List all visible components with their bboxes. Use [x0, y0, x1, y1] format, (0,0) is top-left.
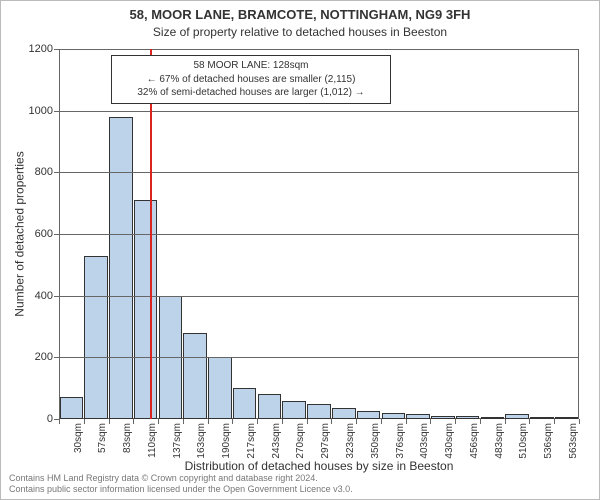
annotation-box: 58 MOOR LANE: 128sqm← 67% of detached ho…	[111, 55, 391, 104]
histogram-bar	[555, 417, 579, 419]
histogram-bar	[357, 411, 381, 419]
ytick-label: 200	[35, 351, 53, 363]
marker-line	[150, 49, 152, 419]
xtick-mark	[158, 419, 159, 424]
xtick-mark	[183, 419, 184, 424]
xtick-mark	[381, 419, 382, 424]
ytick-label: 600	[35, 228, 53, 240]
footer-line-1: Contains HM Land Registry data © Crown c…	[9, 473, 353, 484]
xtick-mark	[554, 419, 555, 424]
histogram-bar	[134, 200, 158, 419]
xtick-mark	[133, 419, 134, 424]
histogram-bar	[431, 416, 455, 419]
ytick-label: 1200	[29, 43, 53, 55]
y-axis-label-text: Number of detached properties	[13, 151, 27, 316]
histogram-bar	[233, 388, 257, 419]
histogram-bar	[307, 404, 331, 419]
xtick-mark	[455, 419, 456, 424]
histogram-bar	[481, 417, 505, 419]
xtick-mark	[505, 419, 506, 424]
xtick-label: 190sqm	[221, 423, 232, 459]
histogram-bar	[332, 408, 356, 419]
grid-line	[59, 234, 579, 235]
ytick-label: 1000	[29, 105, 53, 117]
xtick-label: 270sqm	[295, 423, 306, 459]
ytick-label: 0	[47, 413, 53, 425]
xtick-mark	[109, 419, 110, 424]
xtick-label: 376sqm	[395, 423, 406, 459]
xtick-mark	[84, 419, 85, 424]
grid-line	[59, 296, 579, 297]
xtick-label: 403sqm	[419, 423, 430, 459]
plot-area: 02004006008001000120030sqm57sqm83sqm110s…	[59, 49, 579, 419]
chart-container: 58, MOOR LANE, BRAMCOTE, NOTTINGHAM, NG9…	[0, 0, 600, 500]
xtick-mark	[480, 419, 481, 424]
x-axis-label: Distribution of detached houses by size …	[59, 459, 579, 473]
xtick-label: 137sqm	[172, 423, 183, 459]
title-subtitle: Size of property relative to detached ho…	[1, 25, 599, 39]
xtick-mark	[59, 419, 60, 424]
xtick-mark	[282, 419, 283, 424]
xtick-mark	[430, 419, 431, 424]
title-address: 58, MOOR LANE, BRAMCOTE, NOTTINGHAM, NG9…	[1, 7, 599, 22]
histogram-bar	[282, 401, 306, 420]
xtick-mark	[406, 419, 407, 424]
grid-line	[59, 111, 579, 112]
grid-line	[59, 357, 579, 358]
xtick-label: 350sqm	[370, 423, 381, 459]
histogram-bar	[60, 397, 84, 419]
ytick-mark	[54, 357, 59, 358]
xtick-label: 510sqm	[518, 423, 529, 459]
histogram-bar	[208, 357, 232, 419]
ytick-mark	[54, 234, 59, 235]
histogram-bar	[84, 256, 108, 419]
histogram-bar	[406, 414, 430, 419]
xtick-mark	[232, 419, 233, 424]
histogram-bar	[505, 414, 529, 419]
histogram-bar	[456, 416, 480, 419]
xtick-label: 297sqm	[320, 423, 331, 459]
annotation-line-2: ← 67% of detached houses are smaller (2,…	[118, 73, 384, 87]
xtick-label: 243sqm	[271, 423, 282, 459]
xtick-mark	[356, 419, 357, 424]
xtick-label: 483sqm	[494, 423, 505, 459]
ytick-label: 400	[35, 290, 53, 302]
xtick-label: 456sqm	[469, 423, 480, 459]
ytick-label: 800	[35, 166, 53, 178]
xtick-mark	[307, 419, 308, 424]
y-axis-label: Number of detached properties	[13, 49, 27, 419]
histogram-bar	[258, 394, 282, 419]
xtick-mark	[208, 419, 209, 424]
footer-attribution: Contains HM Land Registry data © Crown c…	[9, 473, 353, 495]
histogram-bar	[530, 417, 554, 419]
xtick-mark	[257, 419, 258, 424]
xtick-label: 323sqm	[345, 423, 356, 459]
xtick-label: 83sqm	[122, 423, 133, 453]
histogram-bar	[382, 413, 406, 419]
xtick-mark	[331, 419, 332, 424]
xtick-mark	[579, 419, 580, 424]
xtick-label: 163sqm	[196, 423, 207, 459]
annotation-line-3: 32% of semi-detached houses are larger (…	[118, 86, 384, 100]
xtick-label: 217sqm	[246, 423, 257, 459]
ytick-mark	[54, 111, 59, 112]
ytick-mark	[54, 296, 59, 297]
xtick-label: 563sqm	[568, 423, 579, 459]
histogram-bar	[109, 117, 133, 419]
ytick-mark	[54, 49, 59, 50]
footer-line-2: Contains public sector information licen…	[9, 484, 353, 495]
xtick-label: 536sqm	[543, 423, 554, 459]
xtick-label: 110sqm	[147, 423, 158, 458]
xtick-label: 57sqm	[97, 423, 108, 453]
annotation-line-1: 58 MOOR LANE: 128sqm	[118, 59, 384, 73]
xtick-label: 430sqm	[444, 423, 455, 459]
xtick-label: 30sqm	[73, 423, 84, 453]
histogram-bar	[183, 333, 207, 419]
ytick-mark	[54, 172, 59, 173]
xtick-mark	[529, 419, 530, 424]
grid-line	[59, 172, 579, 173]
